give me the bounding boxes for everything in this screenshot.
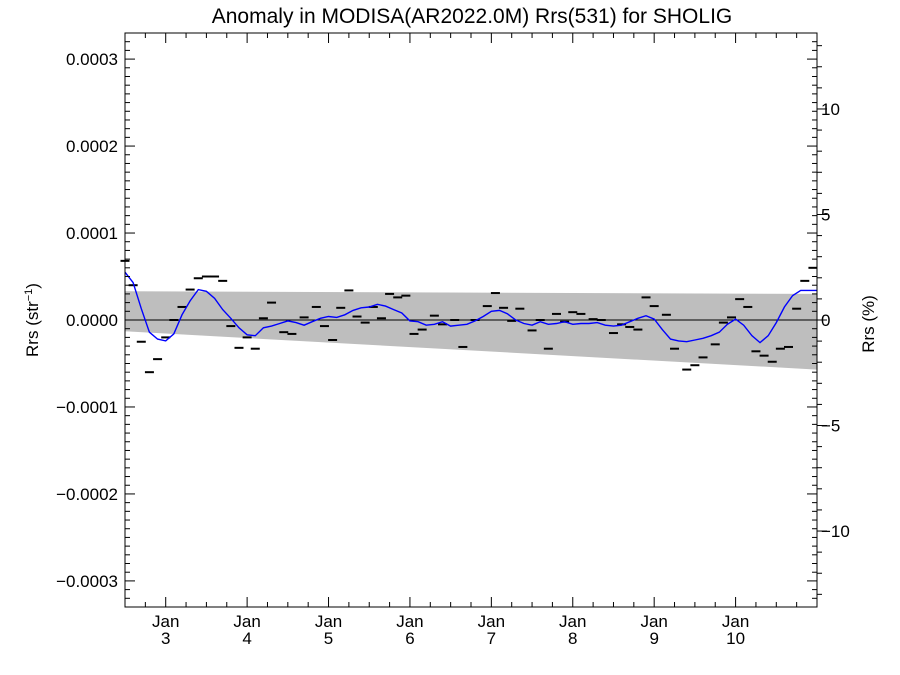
y-tick-label-left: 0.0003: [66, 50, 118, 69]
smoothed-line-layer: [124, 271, 817, 344]
x-tick-label-month: Jan: [722, 612, 749, 631]
x-tick-label-day: 5: [324, 629, 333, 648]
y-tick-label-left: −0.0003: [56, 572, 118, 591]
data-points-layer: [120, 259, 818, 374]
x-tick-label-day: 4: [242, 629, 251, 648]
y-tick-label-right: −5: [821, 417, 840, 436]
x-tick-label-day: 3: [161, 629, 170, 648]
y-tick-label-left: −0.0002: [56, 485, 118, 504]
y-axis-label-right: Rrs (%): [859, 295, 878, 353]
y-axis-label-left-base: Rrs (str: [23, 301, 42, 357]
x-tick-label-day: 7: [487, 629, 496, 648]
x-tick-label-month: Jan: [478, 612, 505, 631]
uncertainty-band: [125, 291, 817, 370]
smoothed-series-line: [124, 271, 817, 344]
y-axis-label-left: Rrs (str−1): [23, 283, 42, 357]
left-y-axis: 0.0003 0.0002 0.0001 0.0000 −0.0001 −0.0002 −0…: [56, 32, 817, 608]
uncertainty-band-layer: [125, 291, 817, 370]
x-tick-label-month: Jan: [152, 612, 179, 631]
x-tick-label-day: 6: [405, 629, 414, 648]
y-tick-label-right: 10: [821, 100, 840, 119]
x-tick-label-month: Jan: [640, 612, 667, 631]
y-axis-label-left-close: ): [23, 283, 42, 289]
y-tick-label-right: 0: [821, 311, 830, 330]
x-tick-label-day: 8: [568, 629, 577, 648]
y-tick-label-left: 0.0001: [66, 224, 118, 243]
chart-title: Anomaly in MODISA(AR2022.0M) Rrs(531) fo…: [212, 5, 733, 28]
x-tick-label-month: Jan: [315, 612, 342, 631]
y-tick-label-left: 0.0002: [66, 137, 118, 156]
right-y-axis: 10 5 0 −5 −10: [817, 45, 850, 595]
x-tick-label-month: Jan: [396, 612, 423, 631]
y-tick-label-left: −0.0001: [56, 398, 118, 417]
x-tick-label-month: Jan: [559, 612, 586, 631]
x-tick-label-month: Jan: [233, 612, 260, 631]
y-tick-label-right: −10: [821, 522, 850, 541]
y-tick-label-right: 5: [821, 205, 830, 224]
y-tick-label-left: 0.0000: [66, 311, 118, 330]
x-tick-label-day: 10: [726, 629, 745, 648]
y-axis-label-left-superscript: −1: [23, 289, 35, 302]
x-tick-label-day: 9: [649, 629, 658, 648]
